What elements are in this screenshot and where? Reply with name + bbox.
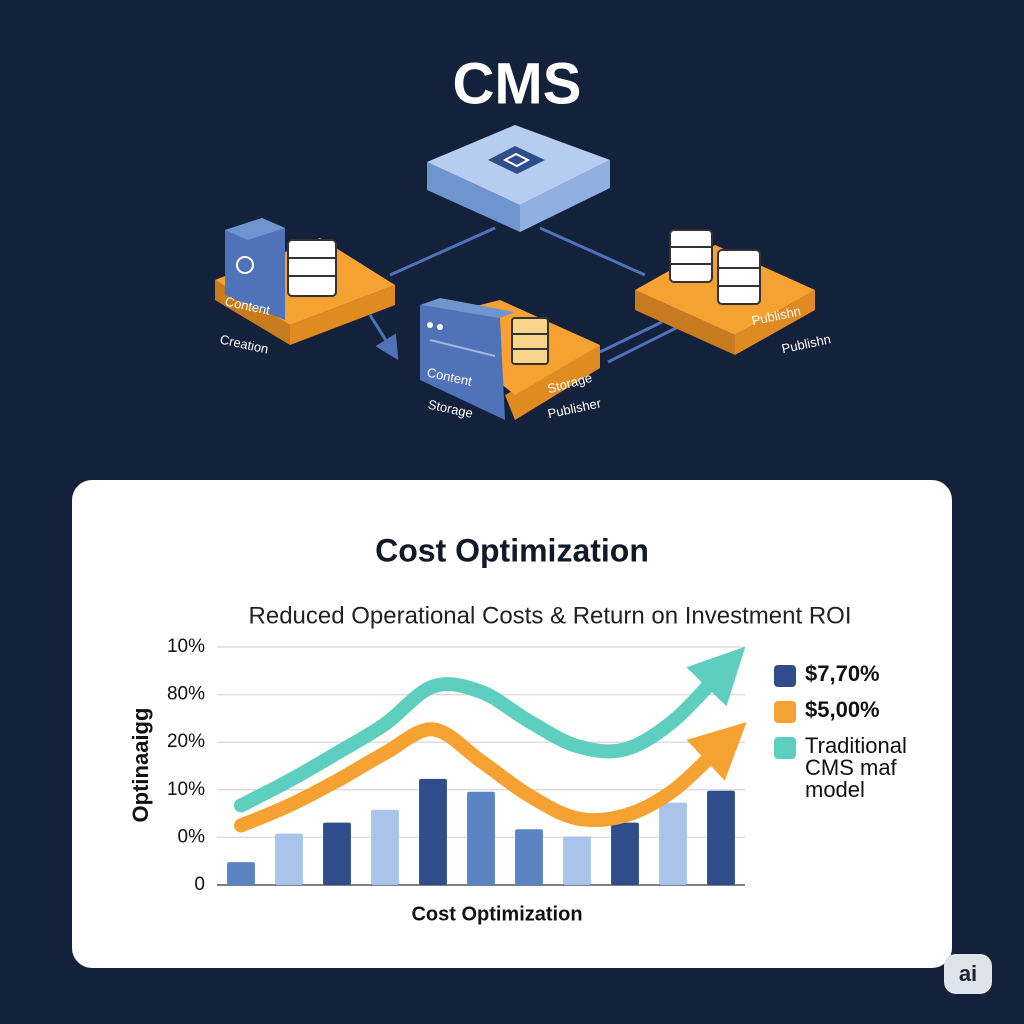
line [234, 722, 747, 833]
legend-label: $5,00% [805, 697, 880, 722]
y-tick-label: 10% [167, 636, 205, 657]
chart: Cost Optimization Reduced Operational Co… [128, 532, 852, 925]
storage-block [420, 298, 600, 420]
connectors [368, 226, 681, 364]
chart-subtitle: Reduced Operational Costs & Return on In… [249, 602, 852, 629]
x-axis-label: Cost Optimization [411, 903, 582, 925]
y-tick-label: 0% [178, 826, 206, 847]
node-label: Publishn [780, 331, 832, 356]
bar [611, 822, 639, 885]
creation-block [215, 218, 395, 345]
legend-label: Traditional CMS maf model [805, 733, 907, 802]
bar [563, 836, 591, 885]
bar [275, 833, 303, 885]
legend: $7,70% $5,00% Traditional CMS maf model [774, 663, 924, 813]
chart-title: Cost Optimization [375, 532, 649, 568]
y-tick-label: 20% [167, 731, 205, 752]
publish-block [635, 229, 815, 355]
y-tick-label: 80% [167, 684, 205, 705]
legend-item: Traditional CMS maf model [774, 735, 924, 801]
bar [371, 809, 399, 885]
legend-swatch [774, 665, 796, 687]
bar [515, 829, 543, 885]
y-tick-label: 10% [167, 779, 205, 800]
bar [467, 791, 495, 885]
legend-item: $7,70% [774, 663, 924, 687]
diagram-title: CMS [453, 51, 582, 116]
bar [659, 802, 687, 885]
y-axis-label: Optinaaigg [128, 708, 153, 823]
legend-item: $5,00% [774, 699, 924, 723]
node-label: Publisher [546, 395, 603, 421]
diagram: CMS [215, 51, 832, 421]
y-tick-label: 0 [194, 874, 205, 895]
bar [227, 862, 255, 885]
legend-swatch [774, 701, 796, 723]
line [234, 646, 746, 813]
bar [707, 790, 735, 885]
bar [419, 778, 447, 885]
bar [323, 822, 351, 885]
legend-label: $7,70% [805, 661, 880, 686]
badge: ai [944, 954, 992, 994]
cms-block [427, 125, 610, 232]
legend-swatch [774, 737, 796, 759]
node-label: Creation [219, 332, 270, 357]
